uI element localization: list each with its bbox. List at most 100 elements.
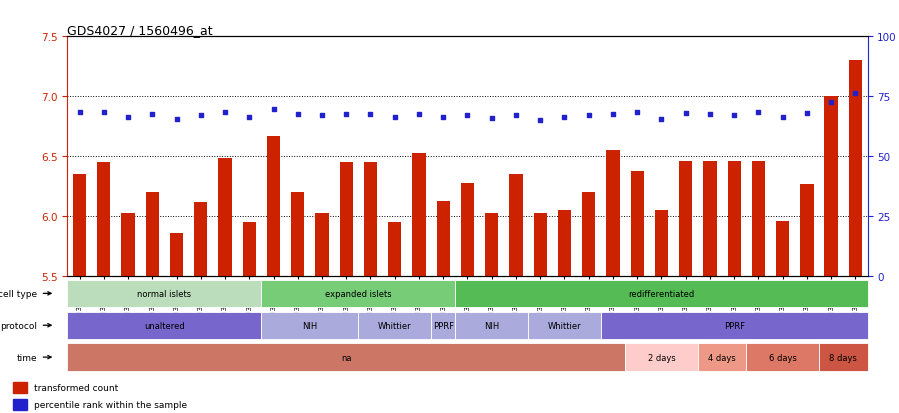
Text: protocol: protocol <box>0 321 37 330</box>
Point <box>387 114 402 121</box>
Bar <box>752 162 765 277</box>
Point <box>776 114 790 121</box>
Bar <box>456 280 868 307</box>
Point <box>557 114 572 121</box>
Point <box>824 100 839 106</box>
Bar <box>97 163 111 277</box>
Bar <box>510 175 522 277</box>
Point <box>436 114 450 121</box>
Point <box>218 109 232 116</box>
Point <box>315 113 329 119</box>
Text: GDS4027 / 1560496_at: GDS4027 / 1560496_at <box>67 24 213 37</box>
Point <box>727 113 742 119</box>
Point <box>654 116 669 123</box>
Bar <box>194 202 208 277</box>
Bar <box>243 223 256 277</box>
Bar <box>528 312 601 339</box>
Bar <box>601 312 868 339</box>
Bar <box>824 97 838 277</box>
Point <box>169 116 183 123</box>
Point <box>849 90 863 97</box>
Point <box>630 109 645 116</box>
Bar <box>359 312 432 339</box>
Point <box>266 107 280 114</box>
Point <box>96 109 111 116</box>
Text: redifferentiated: redifferentiated <box>628 289 695 298</box>
Text: 2 days: 2 days <box>647 353 675 362</box>
Point <box>533 118 547 124</box>
Text: PPRF: PPRF <box>724 321 744 330</box>
Text: 4 days: 4 days <box>708 353 736 362</box>
Bar <box>67 312 262 339</box>
Text: na: na <box>341 353 352 362</box>
Text: expanded islets: expanded islets <box>325 289 392 298</box>
Bar <box>819 344 868 371</box>
Point <box>72 109 86 116</box>
Bar <box>533 213 547 277</box>
Text: NIH: NIH <box>484 321 499 330</box>
Bar <box>582 193 595 277</box>
Point <box>679 111 693 117</box>
Text: PPRF: PPRF <box>432 321 454 330</box>
Bar <box>67 280 262 307</box>
Bar <box>625 344 698 371</box>
Bar <box>679 162 692 277</box>
Point <box>509 113 523 119</box>
Bar <box>13 382 27 393</box>
Bar <box>800 185 814 277</box>
Text: percentile rank within the sample: percentile rank within the sample <box>34 400 187 409</box>
Bar <box>485 213 498 277</box>
Bar <box>388 223 402 277</box>
Bar <box>291 193 305 277</box>
Point <box>242 114 256 121</box>
Point <box>582 113 596 119</box>
Bar <box>121 213 135 277</box>
Bar <box>432 312 456 339</box>
Text: 6 days: 6 days <box>769 353 797 362</box>
Bar <box>67 344 625 371</box>
Point <box>485 115 499 122</box>
Bar <box>698 344 746 371</box>
Bar <box>267 137 280 277</box>
Point <box>800 111 814 117</box>
Text: 8 days: 8 days <box>830 353 858 362</box>
Bar <box>727 162 741 277</box>
Bar <box>146 193 159 277</box>
Bar <box>262 280 456 307</box>
Bar <box>413 153 425 277</box>
Bar <box>218 158 232 277</box>
Bar <box>262 312 359 339</box>
Point <box>339 112 353 118</box>
Point <box>606 112 620 118</box>
Point <box>412 112 426 118</box>
Text: Whittier: Whittier <box>378 321 412 330</box>
Bar <box>606 151 619 277</box>
Text: time: time <box>16 353 37 362</box>
Text: unaltered: unaltered <box>144 321 185 330</box>
Bar <box>73 175 86 277</box>
Point <box>460 113 475 119</box>
Bar <box>456 312 528 339</box>
Point <box>290 112 305 118</box>
Point <box>752 109 766 116</box>
Point <box>363 112 378 118</box>
Text: Whittier: Whittier <box>547 321 582 330</box>
Bar <box>776 222 789 277</box>
Bar <box>849 61 862 277</box>
Bar <box>557 211 571 277</box>
Bar <box>13 399 27 410</box>
Point <box>145 112 159 118</box>
Point <box>120 114 135 121</box>
Bar <box>170 234 183 277</box>
Bar <box>437 201 450 277</box>
Bar <box>340 163 353 277</box>
Text: transformed count: transformed count <box>34 383 119 392</box>
Text: NIH: NIH <box>302 321 317 330</box>
Bar <box>746 344 819 371</box>
Text: normal islets: normal islets <box>138 289 191 298</box>
Point <box>193 113 208 119</box>
Bar <box>461 183 474 277</box>
Bar <box>364 163 378 277</box>
Point <box>703 112 717 118</box>
Bar <box>654 211 668 277</box>
